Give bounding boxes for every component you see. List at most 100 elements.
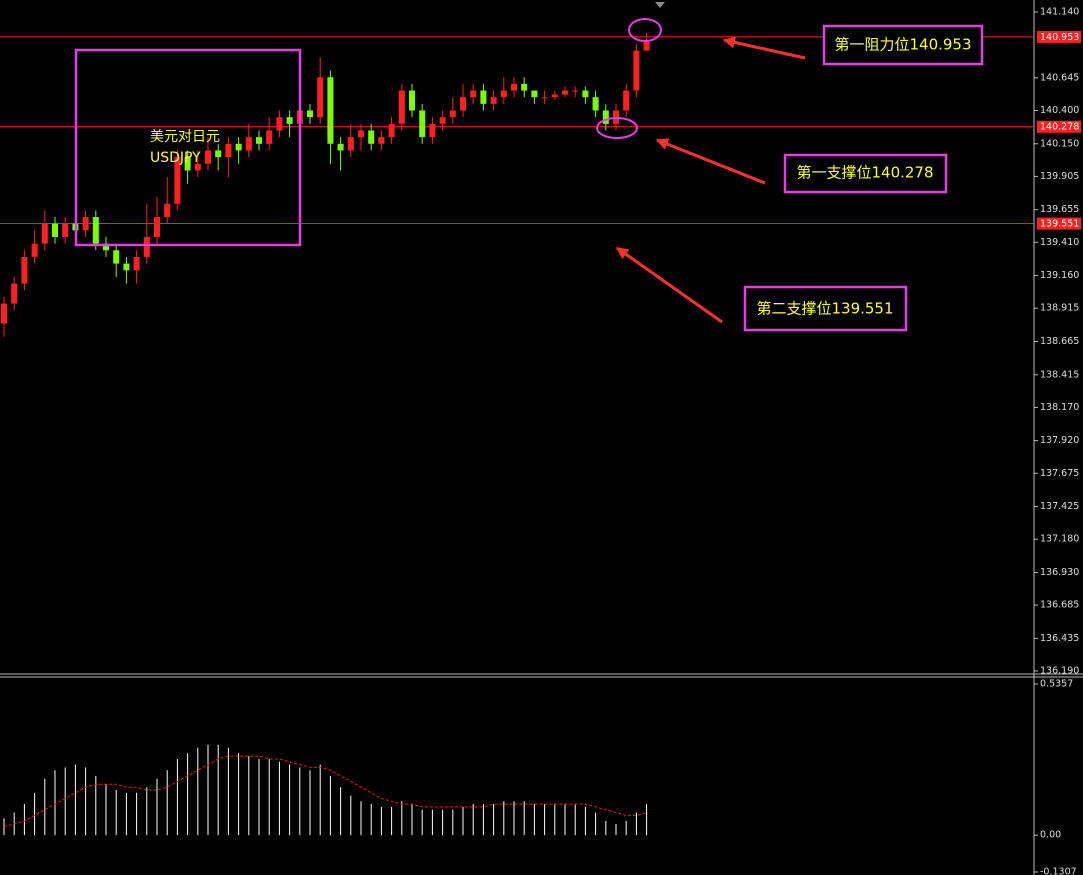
y-tick-label: -0.1307	[1040, 867, 1077, 875]
candle-body	[582, 90, 589, 98]
y-tick-label: 140.400	[1040, 105, 1079, 116]
highlight-ellipse	[628, 18, 662, 42]
candle-body	[521, 83, 528, 91]
candle-body	[378, 137, 385, 144]
candle-body	[449, 110, 456, 118]
arrow	[655, 138, 766, 185]
y-tick-label: 136.930	[1040, 567, 1079, 578]
y-tick-label: 136.190	[1040, 666, 1079, 677]
y-tick-label: 138.415	[1040, 369, 1079, 380]
annotations: 美元对日元 USDJPY 第一阻力位140.953 第一支撑位140.278 第…	[74, 18, 984, 332]
candle-body	[235, 143, 242, 151]
candle-body	[133, 256, 140, 271]
arrow	[722, 36, 806, 60]
candle-body	[572, 90, 579, 92]
y-tick-label: 139.905	[1040, 171, 1079, 182]
candle-body	[123, 263, 130, 271]
candle-body	[143, 236, 150, 257]
y-tick-label: 137.675	[1040, 468, 1079, 479]
candle-body	[11, 283, 18, 304]
chart-subtitle: USDJPY	[150, 150, 201, 166]
candle-body	[21, 256, 28, 284]
price-panel: 141.140 140.645 140.400 140.150 139.905 139.6…	[0, 6, 1081, 677]
level-label: 140.953	[1040, 32, 1079, 43]
y-tick-label: 136.435	[1040, 633, 1079, 644]
candle-body	[266, 130, 273, 144]
candle-body	[368, 130, 375, 144]
candle-body	[500, 90, 507, 98]
candle-body	[419, 110, 426, 138]
y-tick-label: 138.915	[1040, 303, 1079, 314]
candle-body	[337, 143, 344, 151]
candle-body	[347, 137, 354, 151]
y-tick-label: 137.425	[1040, 501, 1079, 512]
candle-body	[103, 243, 109, 251]
candle-body	[623, 90, 630, 111]
level-tag	[1037, 30, 1081, 43]
candle-body	[82, 217, 89, 231]
y-tick-label: 136.685	[1040, 600, 1079, 611]
candle-body	[256, 137, 262, 144]
candle-body	[164, 203, 171, 218]
candle-body	[429, 123, 436, 138]
level-tag	[1037, 120, 1081, 133]
candle-body	[643, 39, 650, 51]
candle-body	[633, 50, 640, 91]
candle-body	[41, 223, 48, 244]
level-tag	[1037, 217, 1081, 230]
chart-title: 美元对日元	[150, 129, 220, 145]
candle-body	[184, 157, 191, 171]
candle-body	[511, 83, 517, 91]
candle-body	[531, 90, 538, 98]
level-label: 139.551	[1040, 219, 1079, 230]
y-tick-label: 138.665	[1040, 336, 1079, 347]
note-box	[743, 285, 908, 332]
candle-body	[460, 97, 466, 111]
y-tick-label: 137.920	[1040, 435, 1079, 446]
candle-body	[205, 150, 211, 164]
candle-body	[317, 77, 324, 118]
candle-body	[490, 97, 497, 104]
y-tick-label: 140.150	[1040, 138, 1079, 149]
y-tick-label: 139.160	[1040, 270, 1079, 281]
candle-body	[388, 123, 395, 138]
note-box	[783, 153, 948, 194]
y-tick-label: 139.655	[1040, 204, 1079, 215]
candle-body	[174, 157, 181, 204]
candle-body	[398, 90, 405, 124]
candle-body	[409, 90, 415, 111]
candle-body	[470, 90, 477, 98]
candle-body	[327, 77, 334, 144]
level-label: 140.278	[1040, 122, 1079, 133]
note-text: 第一支撑位140.278	[796, 164, 933, 182]
candle-body	[154, 217, 160, 237]
note-text: 第一阻力位140.953	[834, 36, 971, 54]
arrow	[616, 246, 723, 324]
candle-body	[225, 143, 232, 158]
candle-body	[245, 137, 252, 151]
candle-body	[113, 250, 120, 264]
candle-body	[31, 243, 38, 257]
candle-body	[1, 303, 7, 324]
y-tick-label: 141.140	[1040, 6, 1079, 17]
candle-body	[480, 90, 487, 104]
shift-marker	[655, 2, 665, 8]
y-tick-label: 0.00	[1040, 830, 1061, 841]
y-tick-label: 140.645	[1040, 72, 1079, 83]
candle-body	[307, 110, 313, 118]
candle-body	[215, 150, 222, 158]
candle-body	[276, 117, 283, 131]
signal-line	[3, 755, 647, 828]
candle-body	[562, 90, 568, 95]
candle-body	[194, 163, 201, 171]
candle-body	[551, 94, 558, 98]
candle-body	[439, 117, 446, 124]
candle-body	[286, 117, 293, 124]
y-tick-label: 138.170	[1040, 402, 1079, 413]
y-tick-label: 137.180	[1040, 534, 1079, 545]
candle-body	[358, 130, 364, 138]
candle-body	[52, 223, 58, 237]
